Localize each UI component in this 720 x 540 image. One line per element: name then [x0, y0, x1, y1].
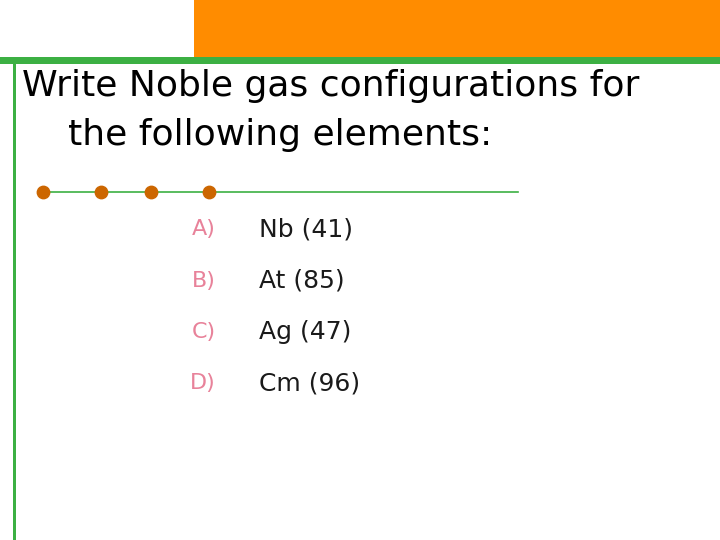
Point	[145, 187, 157, 196]
Text: Write Noble gas configurations for: Write Noble gas configurations for	[22, 70, 639, 103]
Text: the following elements:: the following elements:	[22, 118, 492, 152]
Text: D): D)	[190, 373, 216, 394]
Text: Ag (47): Ag (47)	[259, 320, 351, 344]
Point	[203, 187, 215, 196]
Text: C): C)	[192, 322, 216, 342]
Text: B): B)	[192, 271, 216, 291]
Text: At (85): At (85)	[259, 269, 345, 293]
Text: Cm (96): Cm (96)	[259, 372, 360, 395]
Point	[95, 187, 107, 196]
Text: Nb (41): Nb (41)	[259, 218, 354, 241]
Bar	[13, 64, 16, 540]
Text: A): A)	[192, 219, 216, 240]
Bar	[0, 57, 720, 64]
Point	[37, 187, 49, 196]
Bar	[194, 0, 720, 57]
